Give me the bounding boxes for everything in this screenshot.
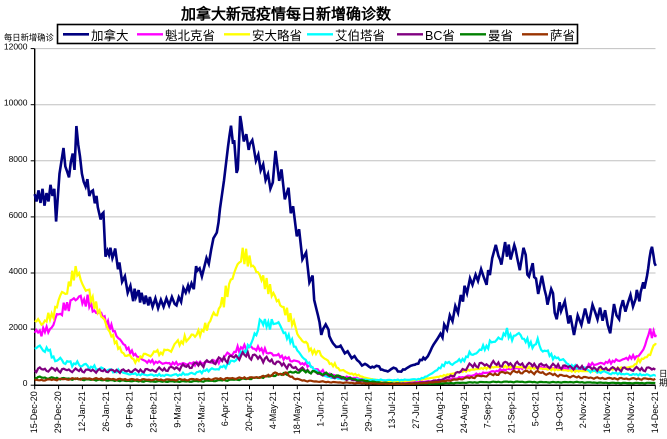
svg-text:艾伯塔省: 艾伯塔省: [335, 28, 385, 43]
svg-text:萨省: 萨省: [550, 29, 575, 43]
svg-text:12000: 12000: [4, 42, 28, 52]
svg-text:21-Sep-21: 21-Sep-21: [507, 391, 517, 433]
svg-text:20-Apr-21: 20-Apr-21: [244, 391, 254, 431]
svg-text:5-Oct-21: 5-Oct-21: [531, 391, 541, 426]
svg-text:16-Nov-21: 16-Nov-21: [602, 391, 612, 433]
svg-text:29-Jun-21: 29-Jun-21: [363, 391, 373, 432]
svg-text:23-Feb-21: 23-Feb-21: [149, 391, 159, 433]
svg-text:6-Apr-21: 6-Apr-21: [220, 391, 230, 426]
svg-text:BC省: BC省: [425, 29, 455, 43]
svg-text:魁北克省: 魁北克省: [165, 28, 215, 43]
svg-text:9-Mar-21: 9-Mar-21: [172, 391, 182, 428]
svg-text:24-Aug-21: 24-Aug-21: [459, 391, 469, 433]
svg-text:0: 0: [23, 378, 28, 388]
svg-text:安大略省: 安大略省: [252, 28, 302, 43]
svg-text:15-Jun-21: 15-Jun-21: [340, 391, 350, 432]
svg-text:日: 日: [659, 369, 667, 379]
svg-text:15-Dec-20: 15-Dec-20: [29, 391, 39, 433]
svg-text:29-Dec-20: 29-Dec-20: [53, 391, 63, 433]
svg-text:每日新增确诊: 每日新增确诊: [4, 33, 54, 43]
svg-text:1-Jun-21: 1-Jun-21: [316, 391, 326, 427]
svg-text:9-Feb-21: 9-Feb-21: [125, 391, 135, 428]
svg-text:4000: 4000: [9, 266, 28, 276]
svg-text:6000: 6000: [9, 210, 28, 220]
svg-text:7-Sep-21: 7-Sep-21: [483, 391, 493, 428]
svg-text:30-Nov-21: 30-Nov-21: [626, 391, 636, 433]
svg-text:18-May-21: 18-May-21: [292, 391, 302, 434]
svg-text:12-Jan-21: 12-Jan-21: [77, 391, 87, 432]
svg-text:加拿大: 加拿大: [91, 28, 129, 43]
svg-text:曼省: 曼省: [488, 29, 513, 43]
svg-text:2-Nov-21: 2-Nov-21: [578, 391, 588, 428]
svg-text:10-Aug-21: 10-Aug-21: [435, 391, 445, 433]
svg-text:14-Dec-21: 14-Dec-21: [650, 391, 660, 433]
svg-text:加拿大新冠疫情每日新增确诊数: 加拿大新冠疫情每日新增确诊数: [180, 5, 392, 23]
svg-text:2000: 2000: [9, 322, 28, 332]
svg-text:23-Mar-21: 23-Mar-21: [196, 391, 206, 433]
svg-text:4-May-21: 4-May-21: [268, 391, 278, 429]
svg-text:26-Jan-21: 26-Jan-21: [101, 391, 111, 432]
svg-text:13-Jul-21: 13-Jul-21: [387, 391, 397, 429]
svg-text:27-Jul-21: 27-Jul-21: [411, 391, 421, 429]
svg-text:19-Oct-21: 19-Oct-21: [554, 391, 564, 431]
svg-text:10000: 10000: [4, 98, 28, 108]
svg-text:期: 期: [659, 378, 667, 388]
svg-text:8000: 8000: [9, 154, 28, 164]
